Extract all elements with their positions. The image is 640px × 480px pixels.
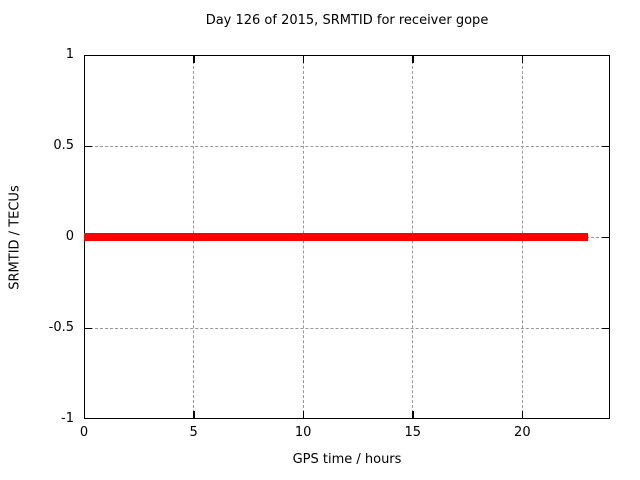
y-gridline [85, 327, 609, 329]
y-tick-mark-left [85, 327, 92, 329]
y-tick-mark-right [602, 145, 609, 147]
x-tick-label: 20 [514, 425, 531, 440]
y-tick-mark-right [602, 236, 609, 238]
x-tick-mark-bottom [521, 411, 524, 418]
y-tick-label: 1 [65, 47, 74, 62]
y-tick-label: 0.5 [53, 138, 74, 153]
y-tick-label: 0 [65, 229, 74, 244]
x-tick-label: 0 [79, 425, 89, 440]
x-tick-label: 15 [404, 425, 422, 440]
series-line-srmtid [83, 232, 588, 241]
y-tick-label: -1 [61, 411, 74, 426]
x-axis-label: GPS time / hours [292, 452, 402, 467]
x-tick-mark-top [412, 56, 414, 63]
x-tick-mark-top [193, 56, 195, 63]
chart-title: Day 126 of 2015, SRMTID for receiver gop… [205, 13, 489, 28]
x-tick-mark-bottom [302, 411, 305, 418]
x-tick-mark-top [521, 56, 524, 63]
y-tick-label: -0.5 [48, 320, 74, 335]
x-tick-mark-top [302, 56, 305, 63]
x-tick-mark-bottom [193, 411, 195, 418]
x-tick-mark-bottom [412, 411, 414, 418]
y-gridline [85, 145, 609, 147]
y-tick-mark-left [85, 145, 92, 147]
x-tick-label: 10 [294, 425, 312, 440]
y-tick-mark-right [602, 327, 609, 329]
x-tick-label: 5 [189, 425, 198, 440]
plot-area [83, 55, 610, 419]
